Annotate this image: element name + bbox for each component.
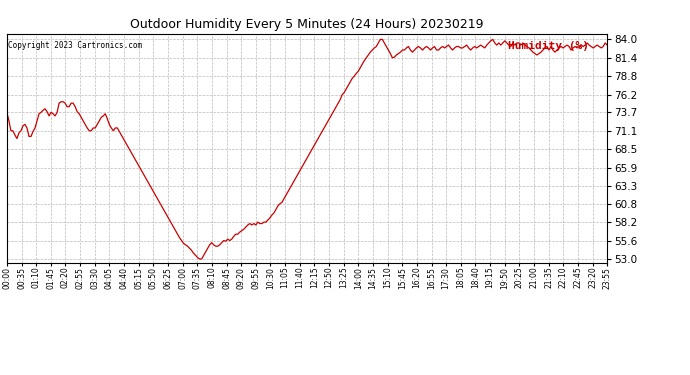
Text: Copyright 2023 Cartronics.com: Copyright 2023 Cartronics.com xyxy=(8,40,142,50)
Text: Humidity (%): Humidity (%) xyxy=(509,40,589,51)
Title: Outdoor Humidity Every 5 Minutes (24 Hours) 20230219: Outdoor Humidity Every 5 Minutes (24 Hou… xyxy=(130,18,484,31)
